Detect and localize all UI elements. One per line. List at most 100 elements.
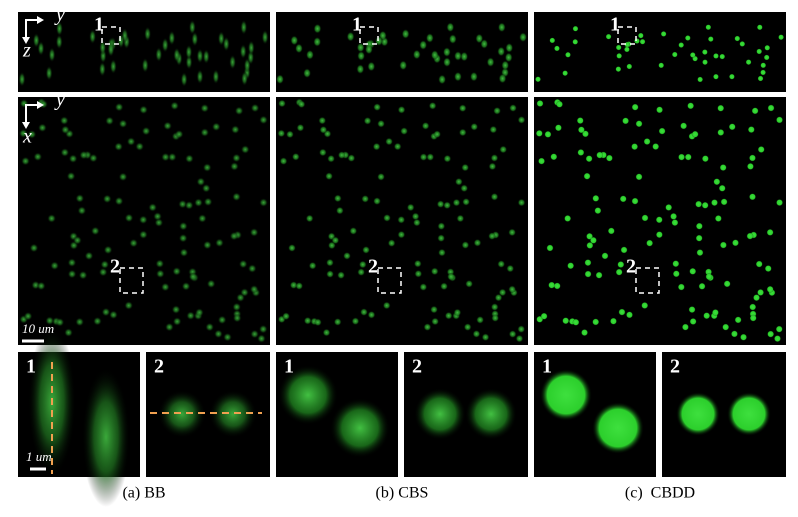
bead	[351, 317, 360, 326]
bead	[335, 206, 344, 215]
bead	[567, 262, 575, 270]
bead	[33, 152, 43, 162]
bead	[318, 148, 327, 157]
bead	[519, 32, 528, 43]
bead	[677, 283, 685, 291]
bead	[773, 335, 782, 343]
bead	[211, 122, 221, 132]
bead	[671, 51, 678, 58]
bead	[232, 313, 242, 323]
bead	[493, 106, 502, 115]
bead	[155, 269, 165, 279]
bead	[461, 241, 470, 250]
bead	[641, 214, 649, 222]
bead	[456, 214, 465, 223]
bead	[361, 194, 370, 203]
bead	[712, 73, 719, 80]
zoom-label: 2	[412, 356, 422, 378]
bead	[486, 57, 495, 68]
bead	[672, 270, 680, 278]
bead	[641, 301, 649, 310]
bead	[308, 261, 317, 270]
bead	[67, 258, 77, 268]
bead	[723, 280, 731, 288]
bead	[155, 259, 165, 269]
axis-label: x	[22, 126, 32, 148]
bead	[660, 30, 667, 37]
bead	[546, 244, 554, 252]
roi-label: 1	[352, 14, 362, 36]
bead	[437, 248, 446, 257]
bead	[748, 193, 757, 201]
bead	[297, 100, 306, 109]
bead	[29, 243, 39, 253]
roi-box	[377, 267, 402, 294]
bead	[564, 214, 572, 223]
bead	[114, 102, 124, 112]
bead	[752, 294, 761, 302]
bead	[23, 311, 33, 321]
bead	[222, 36, 230, 52]
bead	[412, 218, 421, 227]
bead	[691, 130, 699, 138]
bead	[550, 153, 558, 161]
bead	[202, 163, 212, 173]
bead	[453, 308, 462, 317]
bead-zoom	[330, 398, 390, 458]
bead	[572, 38, 579, 45]
bead	[548, 281, 556, 289]
bead	[406, 203, 415, 212]
bead	[746, 162, 755, 170]
bead	[701, 49, 708, 56]
bead	[718, 184, 726, 192]
bead	[259, 198, 269, 208]
bead	[282, 312, 291, 321]
bead	[469, 71, 478, 82]
bead	[356, 42, 365, 53]
bead	[719, 241, 727, 249]
bead	[764, 44, 771, 51]
bead	[178, 233, 188, 243]
bead	[488, 162, 497, 171]
bead	[438, 74, 447, 85]
bead	[327, 154, 336, 163]
bead	[695, 222, 703, 230]
bead	[144, 26, 152, 42]
bead	[155, 47, 163, 63]
arrow-head	[37, 16, 44, 24]
bead	[55, 34, 63, 50]
bead	[331, 236, 340, 245]
bead	[767, 330, 775, 338]
bead	[756, 48, 763, 55]
bead	[734, 35, 741, 42]
bead	[695, 200, 703, 208]
roi-box	[635, 267, 660, 294]
bead	[601, 252, 609, 260]
bead	[305, 49, 314, 60]
roi-label: 1	[610, 14, 620, 36]
bead	[763, 54, 770, 61]
bead	[437, 234, 446, 243]
bead	[680, 122, 688, 130]
bead	[658, 127, 666, 135]
bead	[594, 207, 602, 215]
zoom-label: 2	[154, 356, 164, 378]
bead	[75, 317, 85, 327]
bead	[515, 334, 524, 343]
bead	[188, 272, 198, 282]
bead	[619, 195, 627, 203]
bead	[241, 71, 249, 87]
bead	[688, 305, 696, 314]
bead	[481, 333, 490, 342]
bead	[767, 104, 775, 112]
bead	[397, 105, 406, 114]
bead	[517, 115, 526, 124]
scale-label: 1 um	[26, 449, 52, 464]
bead	[423, 323, 432, 332]
bead	[60, 125, 70, 135]
bead	[689, 51, 696, 58]
bead	[382, 301, 391, 310]
bead	[294, 43, 303, 54]
bead	[775, 325, 783, 333]
